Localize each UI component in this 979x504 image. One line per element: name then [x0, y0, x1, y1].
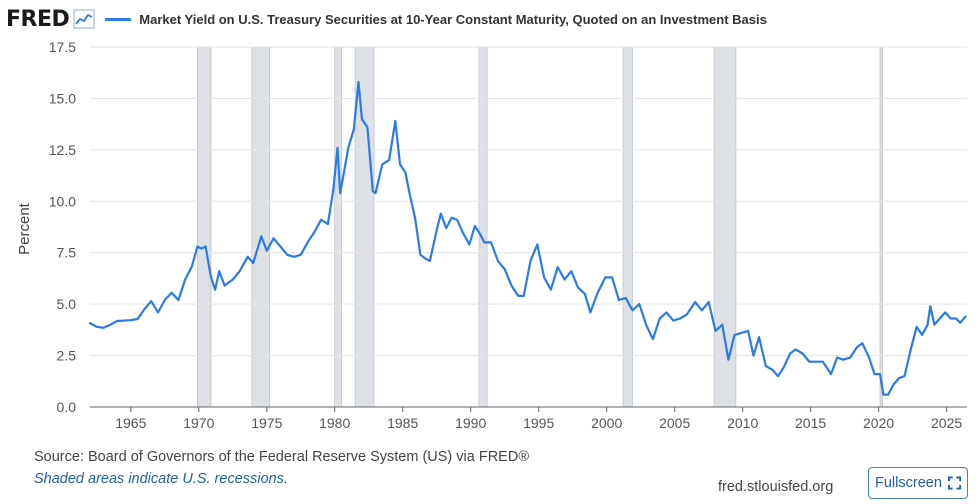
y-tick-label: 10.0 — [49, 193, 76, 209]
y-tick-label: 15.0 — [49, 90, 76, 106]
x-tick-label: 2010 — [727, 415, 758, 431]
y-tick-label: 7.5 — [57, 245, 77, 261]
recession-band — [478, 46, 488, 408]
line-chart[interactable]: 0.0 2.5 5.0 7.5 10.0 12.5 15.0 17.5 1965 1970 197… — [0, 0, 979, 440]
legend-swatch — [105, 17, 132, 21]
y-tick-label: 0.0 — [57, 399, 77, 415]
y-tick-label: 2.5 — [57, 348, 77, 364]
recession-band — [251, 46, 270, 408]
x-tick-label: 2025 — [931, 415, 962, 431]
x-tick-label: 2000 — [591, 415, 622, 431]
x-tick-label: 1995 — [523, 415, 554, 431]
y-tick-labels: 0.0 2.5 5.0 7.5 10.0 12.5 15.0 17.5 — [49, 39, 76, 415]
expand-icon — [947, 476, 961, 490]
recession-band — [622, 46, 633, 408]
y-tick-label: 5.0 — [57, 296, 77, 312]
recession-band — [713, 46, 737, 408]
x-tick-labels: 1965 1970 1975 1980 1985 1990 1995 2000 2005 2010… — [115, 407, 962, 431]
x-tick-label: 1990 — [455, 415, 486, 431]
fullscreen-button[interactable]: Fullscreen — [868, 467, 968, 499]
legend-series-title[interactable]: Market Yield on U.S. Treasury Securities… — [139, 11, 767, 27]
x-tick-label: 1975 — [251, 415, 282, 431]
source-note: Source: Board of Governors of the Federa… — [34, 449, 530, 465]
recession-shading-group — [197, 46, 884, 408]
recession-band — [354, 46, 375, 408]
x-tick-label: 1985 — [387, 415, 418, 431]
x-tick-label: 1965 — [115, 415, 146, 431]
y-tick-label: 12.5 — [49, 142, 76, 158]
chart-header: FRED Market Yield on U.S. Treasury Secur… — [6, 6, 767, 32]
x-tick-label: 1970 — [183, 415, 214, 431]
series-group — [88, 80, 967, 396]
y-tick-label: 17.5 — [49, 39, 76, 55]
site-link[interactable]: fred.stlouisfed.org — [718, 479, 834, 495]
fullscreen-label: Fullscreen — [875, 475, 942, 491]
grid-lines — [90, 46, 967, 408]
recession-band — [879, 46, 884, 408]
series-line[interactable] — [88, 80, 967, 396]
recession-note: Shaded areas indicate U.S. recessions. — [34, 471, 288, 487]
x-tick-label: 2005 — [659, 415, 690, 431]
y-axis-label: Percent — [16, 202, 33, 255]
recession-band — [334, 46, 342, 408]
trend-chart-icon — [73, 9, 95, 29]
x-tick-label: 1980 — [319, 415, 350, 431]
fred-logo[interactable]: FRED — [6, 6, 70, 32]
x-tick-label: 2020 — [863, 415, 894, 431]
x-tick-label: 2015 — [795, 415, 826, 431]
recession-band — [197, 46, 212, 408]
